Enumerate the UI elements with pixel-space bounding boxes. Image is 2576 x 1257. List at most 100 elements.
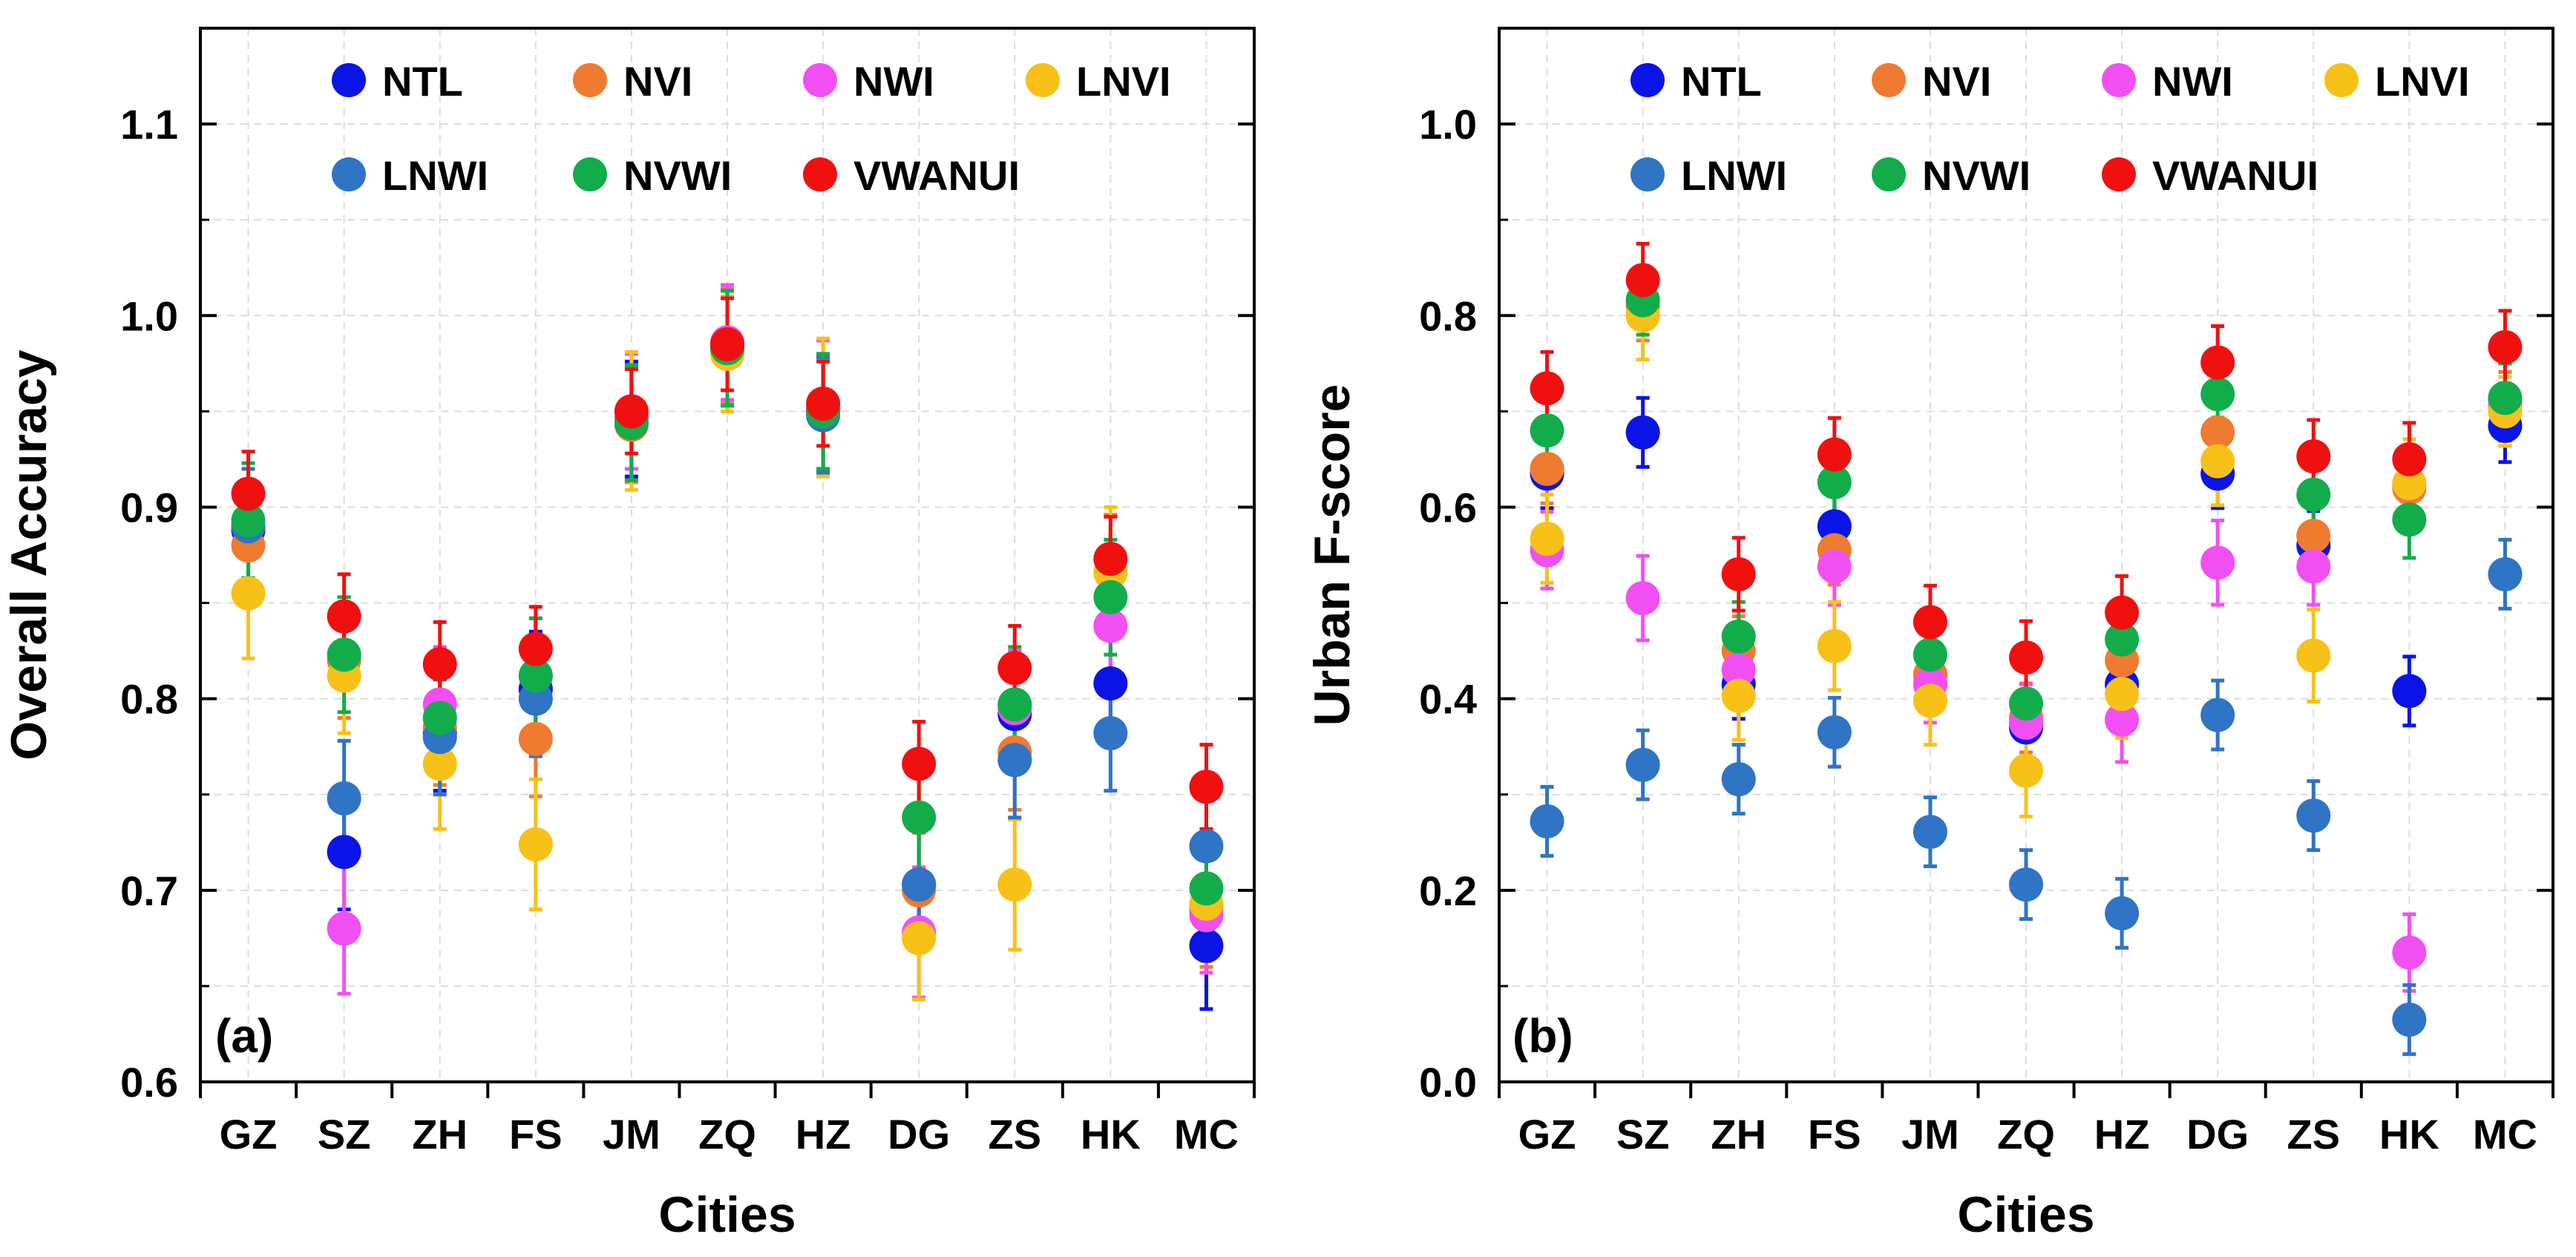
data-point (518, 658, 553, 693)
legend-marker (573, 63, 607, 97)
x-tick-label: HK (1081, 1111, 1141, 1158)
data-point (1093, 666, 1128, 700)
x-tick-label: ZQ (1997, 1111, 2055, 1158)
data-point (1913, 637, 1947, 672)
legend-label: LNWI (1681, 152, 1787, 199)
legend-label: NTL (382, 58, 463, 105)
data-point (422, 700, 457, 735)
data-point (231, 576, 266, 611)
data-point (1913, 605, 1947, 640)
data-point (1721, 619, 1756, 654)
y-tick-label: 0.4 (1419, 676, 1477, 723)
y-tick-label: 0.8 (120, 676, 178, 723)
data-point (1817, 549, 1852, 584)
data-point (2200, 545, 2235, 580)
x-tick-label: HZ (796, 1111, 851, 1158)
data-point (1721, 762, 1756, 797)
legend-b: NTL NVI NWI LNVI LNWI NVWI VWANUI (1631, 58, 2470, 199)
data-point (2009, 867, 2043, 902)
x-tick-label: HZ (2094, 1111, 2150, 1158)
data-point (1817, 628, 1852, 663)
x-tick-label: FS (1808, 1111, 1861, 1158)
x-tick-label: JM (1901, 1111, 1959, 1158)
data-point (2200, 345, 2235, 380)
legend-item-lnvi: LNVI (2324, 58, 2470, 105)
x-tick-label: SZ (318, 1111, 371, 1158)
data-point (327, 637, 361, 672)
legend-label: NVI (623, 58, 692, 105)
data-point (1625, 747, 1660, 782)
x-tick-label: JM (603, 1111, 661, 1158)
y-tick-label: 0.9 (120, 484, 178, 531)
y-tick-label: 0.0 (1419, 1059, 1477, 1106)
data-point (2296, 798, 2331, 833)
legend-label: LNWI (382, 152, 488, 199)
y-tick-label: 1.1 (120, 101, 178, 148)
y-axis-b: 0.0 0.2 0.4 0.6 0.8 1.0 (1419, 101, 2553, 1106)
data-point (1530, 413, 1564, 448)
data-point (997, 651, 1032, 686)
x-tick-label: DG (2186, 1111, 2249, 1158)
legend-item-lnwi: LNWI (332, 152, 488, 199)
data-point (1189, 769, 1224, 804)
y-tick-label: 0.6 (120, 1059, 178, 1106)
data-point (422, 746, 457, 781)
legend-label: VWANUI (2152, 152, 2318, 199)
y-tick-label: 0.8 (1419, 292, 1477, 339)
data-point (1721, 678, 1756, 713)
panel-label-b: (b) (1513, 1009, 1573, 1063)
data-point (2392, 466, 2427, 501)
legend-item-ntl: NTL (332, 58, 463, 105)
legend-marker (1872, 63, 1906, 97)
data-point (1189, 928, 1224, 963)
data-point (710, 327, 744, 361)
data-points-b (1530, 263, 2523, 1037)
legend-item-lnwi: LNWI (1631, 152, 1787, 199)
data-point (2200, 698, 2235, 732)
data-point (327, 835, 361, 870)
legend-marker (1631, 63, 1665, 97)
data-point (997, 687, 1032, 722)
data-point (2009, 753, 2043, 788)
data-point (1625, 581, 1660, 616)
x-axis-b: GZ SZ ZH FS JM ZQ HZ DG ZS HK MC (1498, 1082, 2554, 1158)
data-point (1721, 652, 1756, 687)
legend-marker (1872, 157, 1906, 191)
data-point (1913, 683, 1947, 718)
data-point (1625, 263, 1660, 298)
data-point (1530, 522, 1564, 557)
y-axis-a: 0.6 0.7 0.8 0.9 1.0 1.1 (120, 101, 1254, 1106)
data-point (2392, 502, 2427, 537)
data-point (614, 394, 649, 429)
x-tick-label: GZ (220, 1111, 278, 1158)
panel-a: 0.6 0.7 0.8 0.9 1.0 1.1 GZ SZ ZH FS JM ZQ HZ DG ZS HK M… (1, 27, 1256, 1243)
y-tick-label: 0.6 (1419, 484, 1477, 531)
legend-item-nvi: NVI (1872, 58, 1991, 105)
legend-marker (2102, 63, 2136, 97)
data-point (997, 867, 1032, 902)
data-point (2392, 442, 2427, 476)
data-point (2296, 519, 2331, 554)
data-point (1817, 465, 1852, 499)
data-point (2296, 638, 2331, 673)
y-axis-title-b: Urban F-score (1304, 384, 1360, 726)
data-point (2105, 622, 2140, 657)
panel-label-a: (a) (215, 1009, 273, 1063)
legend-marker (573, 157, 607, 191)
legend-label: NWI (2152, 58, 2233, 105)
data-point (902, 867, 937, 902)
data-point (2488, 329, 2523, 364)
data-point (1530, 451, 1564, 486)
data-point (231, 503, 266, 538)
data-point (2200, 377, 2235, 412)
data-point (1530, 371, 1564, 406)
panel-b: 0.0 0.2 0.4 0.6 0.8 1.0 GZ SZ ZH FS JM ZQ HZ DG ZS HK M… (1304, 27, 2554, 1243)
legend-item-nwi: NWI (2102, 58, 2233, 105)
data-point (231, 476, 266, 511)
data-point (1817, 437, 1852, 472)
x-axis-title-b: Cities (1957, 1187, 2094, 1243)
legend-label: LNVI (2375, 58, 2470, 105)
data-point (1721, 557, 1756, 591)
legend-label: NTL (1681, 58, 1762, 105)
